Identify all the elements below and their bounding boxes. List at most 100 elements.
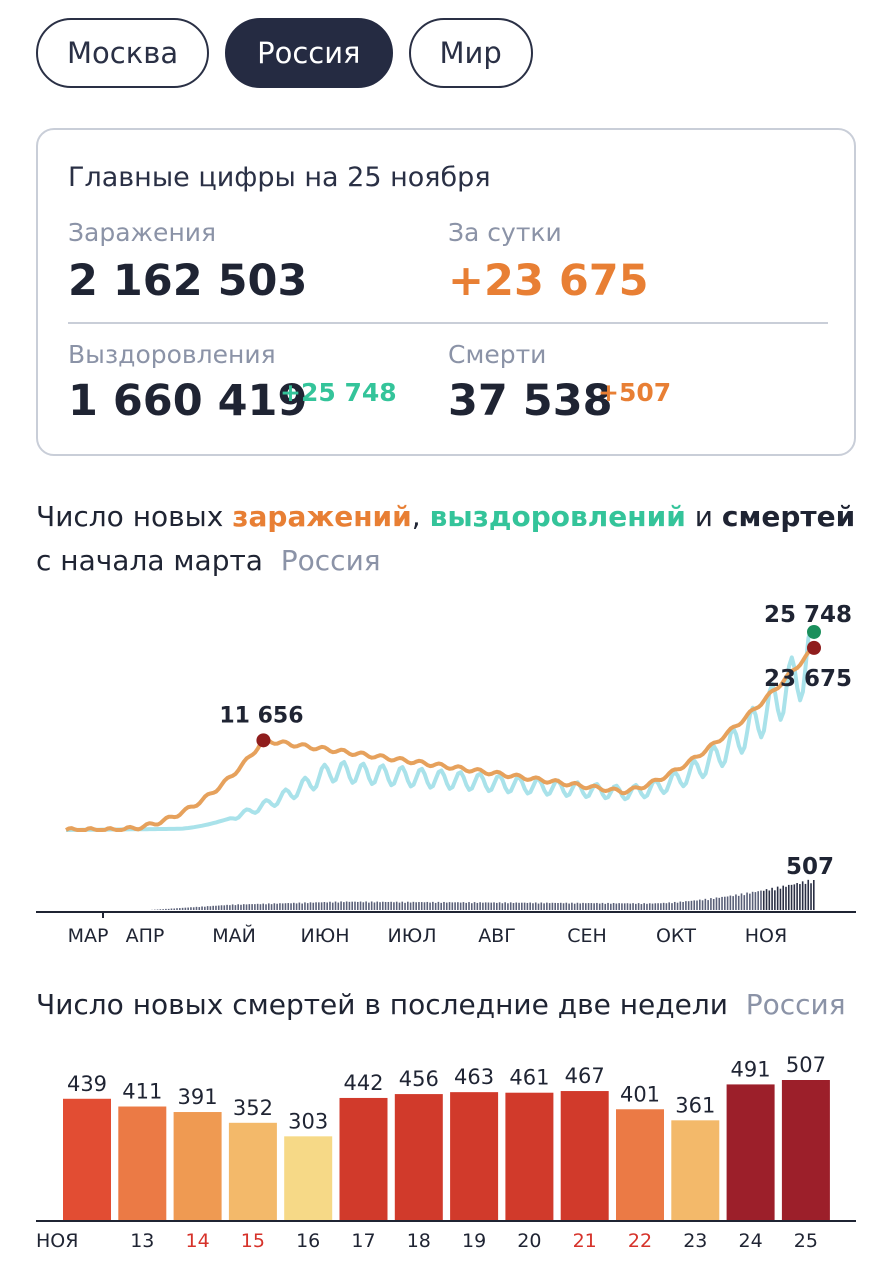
tab-russia[interactable]: Россия: [225, 18, 393, 88]
death-bar: [181, 907, 184, 910]
deaths-end-label: 507: [786, 854, 834, 880]
death-bar: [340, 901, 342, 910]
death-bar: [804, 883, 807, 910]
recoveries-end-marker: [807, 624, 821, 639]
bar-value-labels: 439 411 391 352 303 442 456 463 461 467 401 361 491 5…: [67, 1053, 826, 1133]
death-bar: [395, 901, 398, 910]
death-bar: [237, 904, 240, 910]
death-bar: [785, 886, 787, 910]
death-bar: [726, 896, 729, 910]
bar-value-label: 491: [731, 1057, 771, 1081]
death-bar: [593, 903, 595, 910]
death-bar: [707, 900, 709, 910]
death-bar: [732, 896, 734, 910]
death-bar-2w: [726, 1084, 775, 1220]
death-bar: [473, 902, 476, 910]
death-bar: [429, 902, 431, 910]
chart1-heading-line2: с начала марта Россия: [36, 544, 381, 577]
death-bar: [251, 904, 253, 910]
death-bar: [743, 895, 746, 910]
chart1-heading-since: с начала марта: [36, 544, 263, 577]
death-bar: [229, 905, 231, 910]
death-bar: [813, 880, 815, 910]
death-bar: [301, 903, 303, 910]
death-bar: [212, 905, 214, 910]
tab-world[interactable]: Мир: [408, 18, 533, 88]
bar-value-label: 439: [67, 1072, 107, 1096]
month-tick-label: ОКТ: [656, 925, 696, 947]
death-bar: [618, 903, 620, 910]
death-bar: [176, 908, 178, 910]
chart1-heading-recoveries: выздоровлений: [429, 500, 686, 533]
death-bar: [648, 903, 651, 910]
death-bar: [343, 902, 345, 910]
death-bar: [746, 892, 748, 910]
death-bar-2w: [228, 1122, 277, 1220]
death-bar: [657, 903, 659, 910]
daily-value: +23 675: [448, 256, 649, 306]
death-bar: [223, 905, 226, 910]
death-bar: [451, 902, 454, 910]
bar-value-label: 442: [343, 1071, 383, 1095]
death-bar: [762, 890, 765, 910]
death-bar: [170, 908, 173, 910]
death-bar: [240, 904, 242, 910]
death-bar: [423, 902, 426, 910]
death-bar: [217, 905, 220, 910]
infections-value: 2 162 503: [68, 256, 308, 306]
death-bar-2w: [560, 1091, 609, 1220]
death-bar: [704, 898, 707, 910]
deaths-label: Смерти: [448, 340, 547, 369]
death-bar: [162, 909, 164, 910]
death-bar: [345, 901, 348, 910]
death-bar: [187, 907, 189, 910]
chart1-heading-line1: Число новых заражений, выздоровлений и с…: [36, 500, 855, 533]
death-bar-2w: [173, 1112, 222, 1220]
death-bar: [267, 903, 270, 910]
death-bar: [559, 902, 562, 910]
infections-line: [65, 646, 816, 832]
daily-cases-chart: 11 656 25 748 23 675 507 МАР АПР МАЙ ИЮН ИЮЛ…: [36, 602, 856, 947]
death-bar: [690, 900, 693, 910]
chart2-heading: Число новых смертей в последние две неде…: [36, 988, 846, 1021]
death-bar: [590, 903, 593, 910]
death-bar: [404, 902, 406, 910]
death-bar: [312, 902, 315, 910]
death-bar: [693, 900, 696, 910]
death-bar: [521, 902, 523, 910]
death-bar: [195, 906, 198, 910]
death-bar-2w: [616, 1109, 664, 1220]
death-bar-2w: [284, 1136, 333, 1220]
death-bar: [482, 902, 484, 910]
death-bar-2w: [63, 1098, 111, 1220]
death-bar: [201, 906, 203, 910]
death-bar: [643, 903, 645, 910]
chart1-heading-part1: Число новых: [36, 500, 233, 533]
recoveries-value: 1 660 419: [68, 376, 308, 426]
death-bar: [287, 903, 290, 910]
death-bar: [507, 903, 509, 910]
death-bar: [496, 902, 498, 910]
deaths-bars-2w: [63, 1080, 830, 1220]
day-tick-label: 17: [351, 1230, 375, 1252]
day-tick-label: 18: [407, 1230, 431, 1252]
death-bar: [231, 904, 234, 910]
tab-moscow[interactable]: Москва: [36, 18, 210, 88]
death-bar: [434, 902, 437, 910]
death-bar-2w: [118, 1106, 167, 1220]
death-bar: [206, 906, 209, 910]
death-bar: [465, 902, 468, 910]
chart1-heading-sep1: ,: [411, 500, 430, 533]
death-bar: [573, 903, 576, 910]
death-bar: [454, 902, 456, 910]
death-bar: [420, 902, 423, 910]
chart2-heading-text: Число новых смертей в последние две неде…: [36, 988, 728, 1021]
death-bar: [582, 902, 584, 910]
death-bar: [685, 901, 687, 910]
death-bar: [220, 905, 223, 910]
death-bar: [682, 901, 684, 910]
death-bar: [281, 903, 284, 910]
death-bar: [632, 903, 634, 910]
death-bar: [320, 902, 323, 910]
peak-label: 11 656: [219, 703, 303, 728]
